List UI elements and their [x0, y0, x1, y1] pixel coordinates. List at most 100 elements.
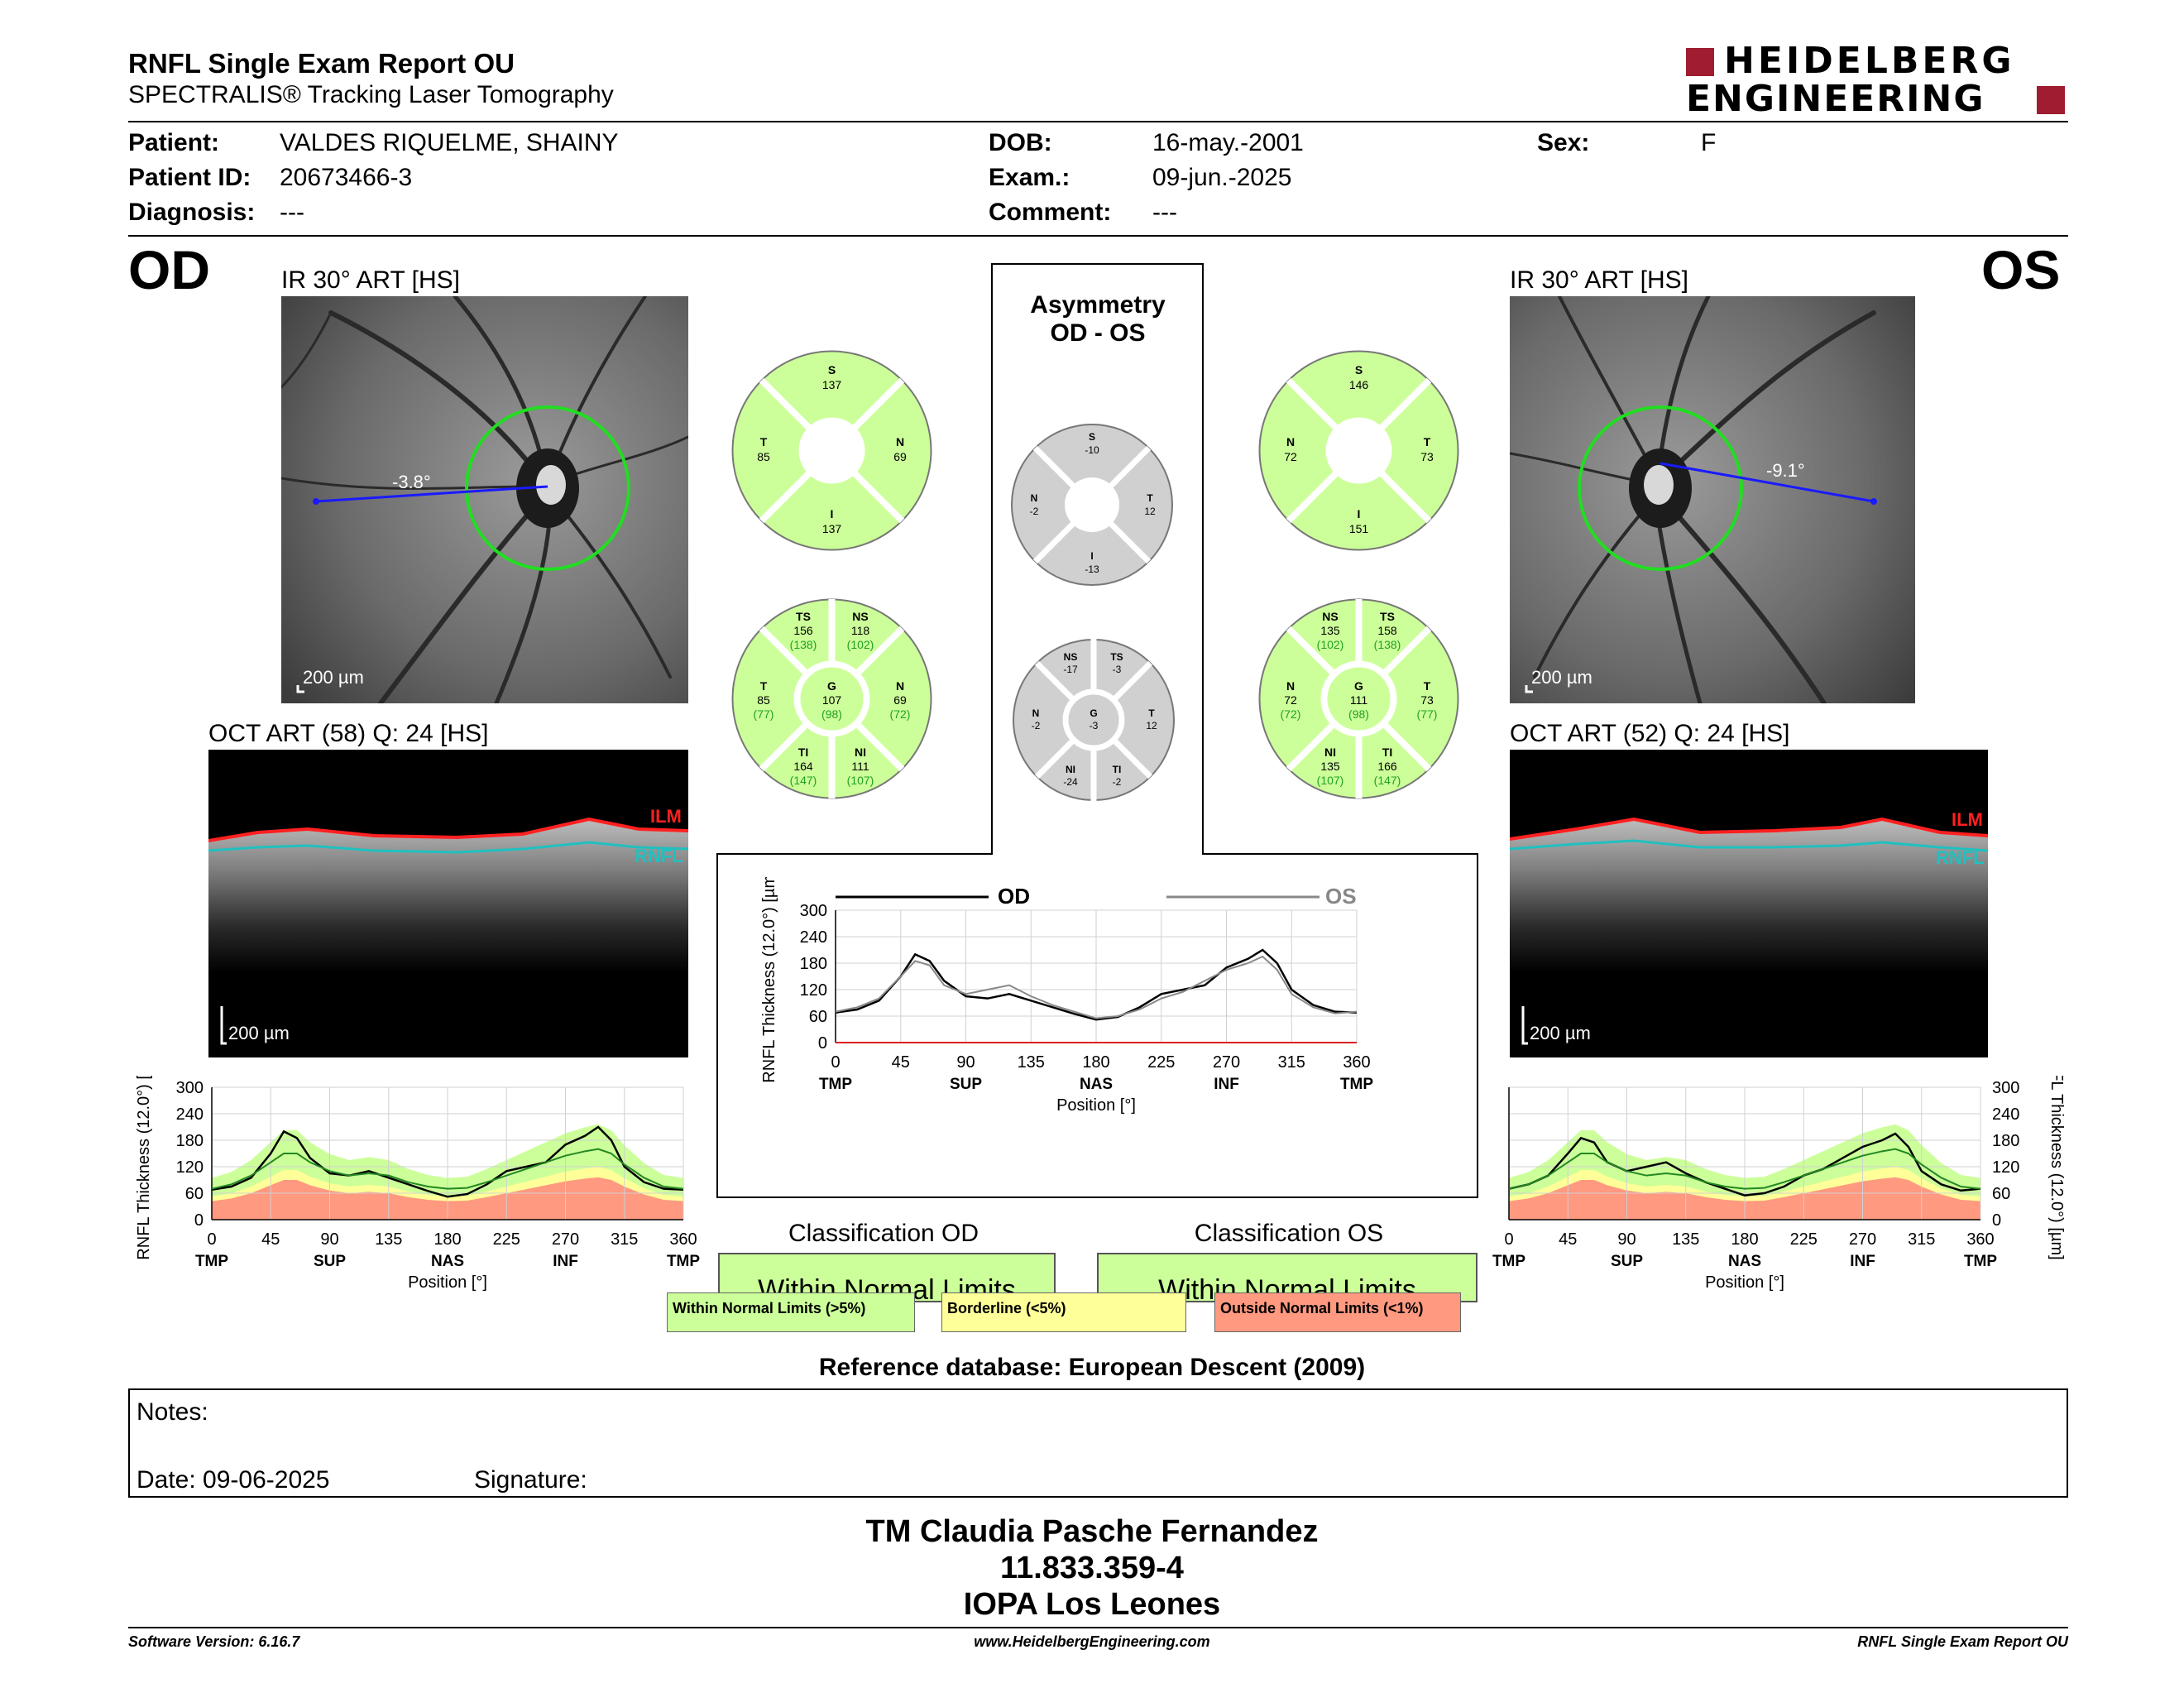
logo-square-bottom: [2037, 86, 2065, 114]
classification-od-title: Classification OD: [788, 1220, 979, 1247]
svg-text:NS: NS: [852, 610, 868, 623]
x-tick-label: 45: [892, 1053, 910, 1072]
svg-text:S: S: [1355, 363, 1363, 376]
os-quadrant-chart: S 146 N 72 T 73 I 151: [1257, 349, 1460, 552]
y-tick-label: 0: [194, 1211, 204, 1230]
od-s-g-ref: (98): [821, 707, 842, 721]
svg-text:T: T: [760, 435, 768, 448]
svg-text:T: T: [1424, 679, 1431, 693]
patient-id-label: Patient ID:: [128, 164, 251, 191]
logo-text-top: HEIDELBERG: [1724, 40, 2015, 82]
os-s-ni-ref: (107): [1317, 774, 1344, 787]
sex-value: F: [1701, 129, 1717, 156]
footer-website[interactable]: www.HeidelbergEngineering.com: [974, 1633, 1210, 1650]
svg-text:NI: NI: [855, 746, 866, 759]
notes-box: Notes: Date: 09-06-2025 Signature:: [128, 1388, 2068, 1498]
asymmetry-title-line2: OD - OS: [1050, 319, 1146, 347]
legend-borderline: Borderline (<5%): [941, 1292, 1186, 1332]
os-ir-scale: 200 µm: [1531, 667, 1592, 688]
y-tick-label: 120: [1992, 1158, 2019, 1177]
report-subtitle: SPECTRALIS® Tracking Laser Tomography: [128, 81, 614, 108]
asym-s-ni: -24: [1063, 776, 1078, 788]
asym-q-n: -2: [1030, 506, 1039, 517]
x-tick-label: 270: [552, 1230, 579, 1249]
od-s-ns-ref: (102): [847, 638, 874, 651]
od-s-ts-ref: (138): [790, 638, 817, 651]
os-s-n: 72: [1284, 693, 1297, 707]
y-axis-label: RNFL Thickness (12.0°) [µm]: [2048, 1076, 2066, 1260]
od-quadrant-chart: S 137 T 85 N 69 I 137: [730, 349, 933, 552]
y-tick-label: 180: [176, 1132, 204, 1150]
svg-text:G: G: [1354, 679, 1363, 693]
svg-text:N: N: [896, 679, 904, 693]
dob-label: DOB:: [989, 129, 1052, 156]
x-tick-label: 0: [831, 1053, 840, 1072]
od-q-t: 85: [757, 450, 770, 463]
svg-text:I: I: [1090, 550, 1093, 562]
svg-text:NS: NS: [1064, 651, 1078, 663]
comment-label: Comment:: [989, 199, 1112, 226]
x-tick-label: 180: [433, 1230, 461, 1249]
series-line-os: [835, 955, 1358, 1019]
reference-database: Reference database: European Descent (20…: [818, 1354, 1366, 1381]
x-tick-label: 315: [1908, 1230, 1935, 1249]
od-angle: -3.8°: [392, 472, 431, 492]
od-s-ns: 118: [851, 624, 870, 637]
svg-text:TI: TI: [1382, 746, 1392, 759]
os-s-ti: 166: [1377, 760, 1397, 773]
series-line-normal-mean: [211, 1148, 684, 1190]
region-label: TMP: [1340, 1076, 1373, 1093]
region-label: INF: [553, 1253, 578, 1270]
od-q-s: 137: [822, 378, 842, 391]
y-tick-label: 300: [1992, 1079, 2019, 1097]
x-axis-label: Position [°]: [1056, 1096, 1136, 1115]
x-tick-label: 225: [493, 1230, 520, 1249]
asym-q-t: 12: [1144, 506, 1156, 517]
signature-id: 11.833.359-4: [1000, 1551, 1184, 1585]
region-label: NAS: [1728, 1253, 1761, 1270]
sex-label: Sex:: [1537, 129, 1590, 156]
os-oct-scale: 200 µm: [1530, 1023, 1591, 1043]
svg-text:TS: TS: [1380, 610, 1395, 623]
asym-s-ns: -17: [1063, 664, 1078, 675]
svg-text:TI: TI: [798, 746, 808, 759]
dob-value: 16-may.-2001: [1152, 129, 1304, 156]
region-label: NAS: [1080, 1076, 1113, 1093]
asym-quadrant-chart: S -10 N -2 T 12 I -13: [1009, 422, 1175, 587]
os-s-ns: 135: [1320, 624, 1340, 637]
os-angle: -9.1°: [1766, 460, 1805, 481]
os-q-t: 73: [1420, 450, 1434, 463]
x-tick-label: 180: [1731, 1230, 1758, 1249]
od-rnfl-label: RNFL: [635, 846, 683, 866]
region-label: INF: [1214, 1076, 1239, 1093]
svg-text:N: N: [1031, 492, 1038, 504]
legend-onl: Outside Normal Limits (<1%): [1214, 1292, 1461, 1332]
series-line-os: [1508, 1132, 1981, 1196]
patient-rule: [128, 235, 2068, 237]
od-s-ni-ref: (107): [847, 774, 874, 787]
y-tick-label: 180: [1992, 1132, 2019, 1150]
legend-wnl: Within Normal Limits (>5%): [667, 1292, 915, 1332]
brand-logo: HEIDELBERG ENGINEERING: [1686, 40, 2067, 117]
svg-text:G: G: [827, 679, 836, 693]
od-ilm-label: ILM: [650, 806, 682, 827]
svg-text:TI: TI: [1113, 764, 1122, 775]
asym-sector-chart: NS -17 TS -3 N -2 G -3 T 12 NI -24 TI -2: [1011, 637, 1176, 803]
x-axis-label: Position [°]: [1705, 1273, 1784, 1292]
y-tick-label: 0: [818, 1034, 827, 1053]
y-tick-label: 300: [800, 902, 827, 920]
svg-text:NI: NI: [1066, 764, 1075, 775]
logo-square-top: [1686, 48, 1714, 76]
notes-label: Notes:: [136, 1398, 208, 1426]
od-ir-image: -3.8° 200 µm: [280, 294, 690, 706]
asym-s-n: -2: [1032, 720, 1041, 731]
footer-report-name: RNFL Single Exam Report OU: [1857, 1633, 2068, 1650]
region-label: TMP: [195, 1253, 228, 1270]
os-rnfl-label: RNFL: [1936, 847, 1985, 868]
region-label: SUP: [1611, 1253, 1643, 1270]
x-axis-label: Position [°]: [408, 1273, 487, 1292]
svg-text:N: N: [1286, 435, 1295, 448]
od-s-ts: 156: [793, 624, 813, 637]
os-oct-title: OCT ART (52) Q: 24 [HS]: [1510, 720, 1790, 747]
classification-os-title: Classification OS: [1194, 1220, 1384, 1247]
